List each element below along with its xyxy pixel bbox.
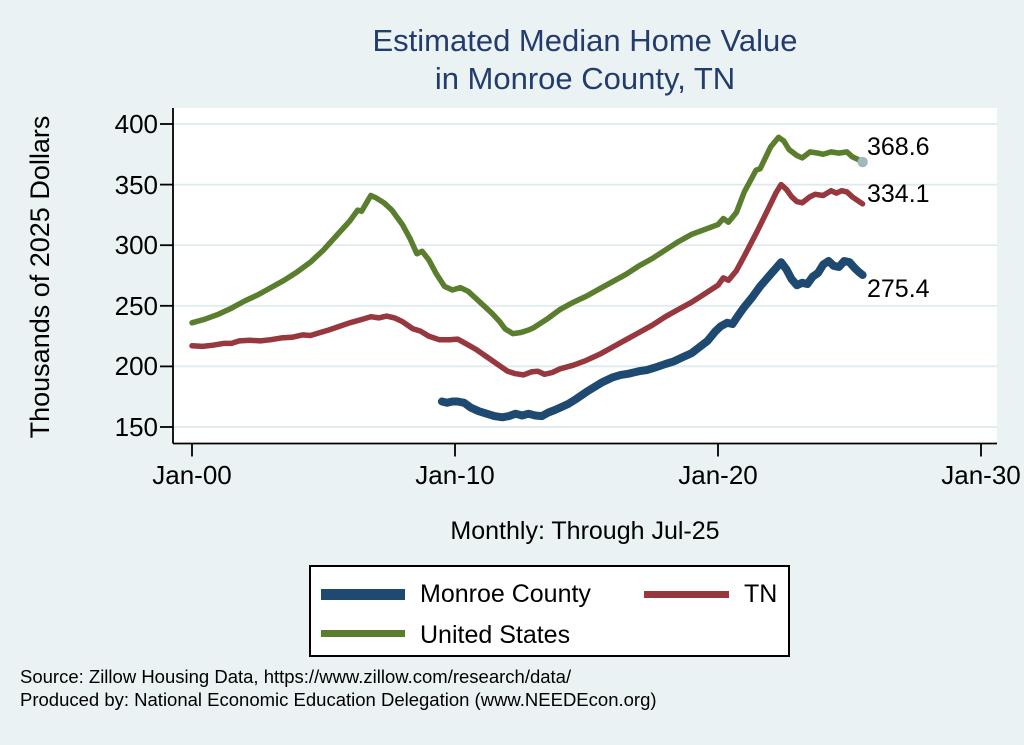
series-line-united-states <box>189 134 866 337</box>
source-line2: Produced by: National Economic Education… <box>20 689 657 710</box>
end-label-united-states: 368.6 <box>867 133 930 161</box>
series-end-marker <box>857 156 868 168</box>
x-tick-label: Jan-20 <box>678 460 758 490</box>
x-tick-label: Jan-00 <box>152 460 232 490</box>
chart-title: Estimated Median Home Value in Monroe Co… <box>173 22 997 98</box>
legend-label-united-states: United States <box>420 621 571 649</box>
legend-label-tn: TN <box>744 580 778 608</box>
x-tick-label: Jan-10 <box>415 460 495 490</box>
end-label-tn: 334.1 <box>867 180 930 208</box>
chart-title-line2: in Monroe County, TN <box>434 61 736 96</box>
x-axis-subtitle: Monthly: Through Jul-25 <box>450 517 720 545</box>
end-label-monroe-county: 275.4 <box>867 275 930 303</box>
legend-swatch-monroe-county <box>321 589 405 600</box>
legend-label-monroe-county: Monroe County <box>420 580 591 608</box>
x-tick-label: Jan-30 <box>941 460 1021 490</box>
legend: Monroe County TN United States <box>309 565 790 657</box>
series-line-tn <box>189 181 866 378</box>
legend-swatch-tn <box>644 591 729 598</box>
y-tick-label: 150 <box>114 412 158 442</box>
series-line-monroe-county <box>437 257 867 422</box>
source-note: Source: Zillow Housing Data, https://www… <box>20 665 657 711</box>
y-tick-label: 200 <box>114 351 158 382</box>
y-tick-label: 350 <box>114 169 158 200</box>
y-tick-label: 300 <box>114 230 158 261</box>
y-tick-label: 250 <box>114 290 158 321</box>
chart-title-line1: Estimated Median Home Value <box>372 23 798 58</box>
y-tick-label: 400 <box>114 109 158 139</box>
source-line1: Source: Zillow Housing Data, https://www… <box>20 666 572 687</box>
legend-swatch-united-states <box>321 630 405 637</box>
